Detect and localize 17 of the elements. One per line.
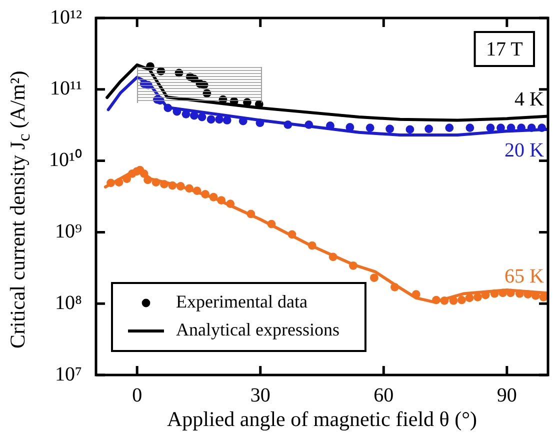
x-tick-label: 30 <box>250 384 270 406</box>
legend-label: Analytical expressions <box>176 320 340 340</box>
annotation: 20 K <box>504 140 545 162</box>
annotation: 65 K <box>504 265 545 288</box>
x-tick-label: 0 <box>132 384 142 406</box>
y-tick-label: 10⁷ <box>55 363 82 386</box>
y-tick-label: 10⁹ <box>55 220 82 242</box>
y-tick-label: 10¹² <box>50 6 82 28</box>
y-tick-label: 10⁸ <box>55 292 82 314</box>
x-tick-label: 60 <box>374 384 394 406</box>
x-axis-title: Applied angle of magnetic field θ (°) <box>166 407 478 432</box>
legend-label: Experimental data <box>176 292 308 312</box>
annotation: 4 K <box>514 88 545 111</box>
y-tick-label: 10¹⁰ <box>49 148 82 172</box>
y-tick-label: 10¹¹ <box>50 78 82 100</box>
x-tick-label: 90 <box>496 384 517 406</box>
annotation: 17 T <box>486 38 523 60</box>
